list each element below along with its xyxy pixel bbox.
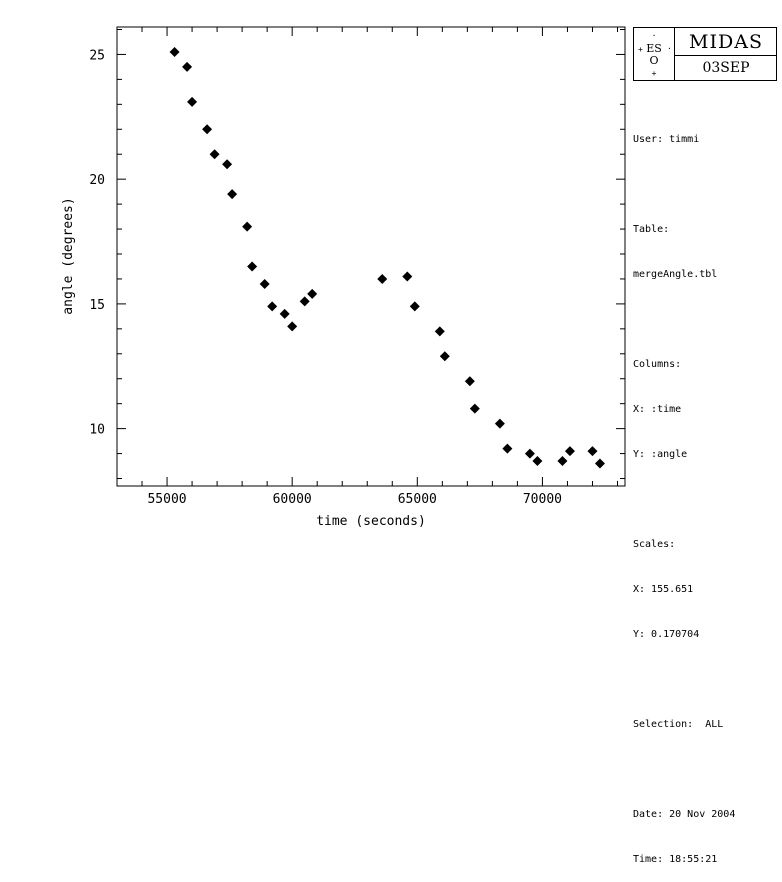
data-point (169, 46, 180, 57)
data-point (594, 458, 605, 469)
data-point (557, 456, 568, 467)
logo-divider-horizontal (674, 55, 777, 56)
data-point (279, 308, 290, 319)
eso-logo-icon: · + ES · O + (638, 31, 672, 78)
data-point (222, 159, 233, 170)
svg-text:+: + (638, 45, 643, 54)
info-table-label: Table: (633, 224, 670, 235)
y-tick-label: 15 (89, 298, 105, 313)
data-point (267, 301, 278, 312)
y-axis-title: angle (degrees) (61, 197, 76, 314)
midas-logo-box: · + ES · O + MIDAS 03SEP (633, 27, 777, 81)
scatter-chart: 55000 60000 65000 70000 10 15 20 25 time (secon… (61, 26, 626, 529)
data-point (259, 278, 270, 289)
data-point (299, 296, 310, 307)
y-tick-label: 20 (89, 173, 105, 188)
data-markers (169, 46, 605, 469)
svg-text:·: · (667, 44, 672, 53)
data-point (469, 403, 480, 414)
info-column-x: X: :time (633, 404, 682, 415)
data-point (209, 149, 220, 160)
plot-info-panel: User: timmi Table: mergeAngle.tbl Column… (633, 102, 735, 882)
x-tick-label: 55000 (147, 492, 186, 507)
data-point (464, 376, 475, 387)
y-tick-label: 25 (89, 48, 105, 63)
info-user: User: timmi (633, 134, 700, 145)
logo-divider-vertical (674, 28, 675, 80)
info-column-y: Y: :angle (633, 449, 688, 460)
eso-o-text: O (649, 54, 658, 67)
svg-text:·: · (652, 31, 657, 40)
data-point (287, 321, 298, 332)
data-point (227, 189, 238, 200)
data-point (402, 271, 413, 282)
data-point (377, 273, 388, 284)
x-tick-label: 70000 (523, 492, 562, 507)
info-columns-label: Columns: (633, 359, 682, 370)
data-point (502, 443, 513, 454)
data-point (202, 124, 213, 135)
data-point (524, 448, 535, 459)
info-date: Date: 20 Nov 2004 (633, 809, 736, 820)
eso-es-text: ES (646, 42, 662, 55)
plot-frame (116, 26, 626, 487)
x-axis-title: time (seconds) (316, 514, 426, 529)
data-point (187, 96, 198, 107)
data-point (182, 61, 193, 72)
midas-title: MIDAS (689, 31, 763, 53)
data-point (587, 446, 598, 457)
data-point (247, 261, 258, 272)
data-point (494, 418, 505, 429)
y-tick-label: 10 (89, 423, 105, 438)
data-point (532, 456, 543, 467)
axis-ticks (117, 27, 625, 486)
info-scales-label: Scales: (633, 539, 676, 550)
midas-version: 03SEP (702, 60, 750, 76)
data-point (409, 301, 420, 312)
axis-tick-labels: 55000 60000 65000 70000 10 15 20 25 (89, 48, 562, 507)
data-point (439, 351, 450, 362)
info-scale-y: Y: 0.170704 (633, 629, 700, 640)
info-time: Time: 18:55:21 (633, 854, 718, 865)
x-tick-label: 65000 (398, 492, 437, 507)
data-point (434, 326, 445, 337)
info-table-name: mergeAngle.tbl (633, 269, 718, 280)
x-tick-label: 60000 (273, 492, 312, 507)
data-point (242, 221, 253, 232)
svg-text:+: + (652, 69, 657, 78)
data-point (564, 446, 575, 457)
info-scale-x: X: 155.651 (633, 584, 694, 595)
info-selection: Selection: ALL (633, 719, 724, 730)
data-point (307, 288, 318, 299)
